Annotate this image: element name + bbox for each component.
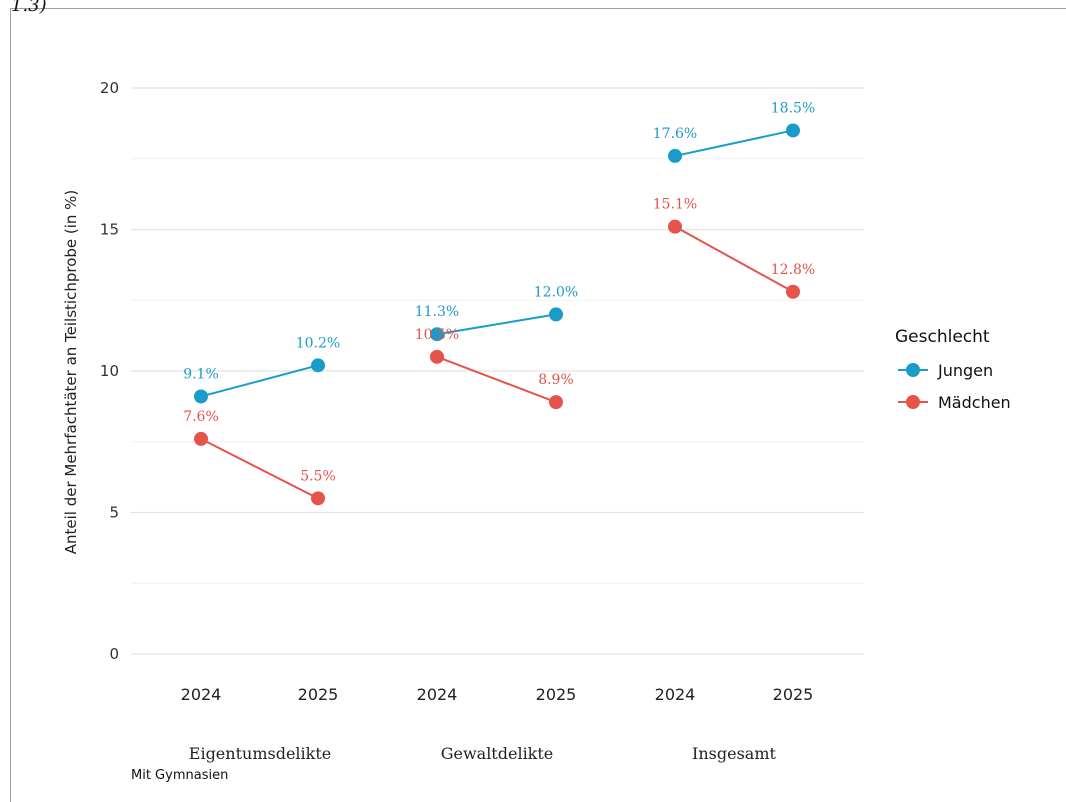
legend-marker-jungen — [906, 363, 920, 377]
y-tick-label: 0 — [109, 645, 119, 663]
series-line-maedchen — [436, 355, 557, 404]
x-tick-label: 2024 — [181, 685, 222, 704]
data-point-maedchen — [786, 284, 800, 299]
data-point-maedchen — [194, 431, 208, 446]
data-point-maedchen — [549, 395, 563, 410]
data-point-maedchen — [668, 219, 682, 234]
data-label-maedchen: 12.8% — [771, 262, 815, 278]
y-tick-label: 15 — [100, 221, 119, 239]
data-label-maedchen: 15.1% — [653, 197, 697, 213]
data-label-jungen: 11.3% — [415, 304, 459, 320]
corner-text: 1.3) — [11, 0, 47, 16]
legend-item-maedchen: Mädchen — [938, 393, 1011, 412]
data-point-maedchen — [311, 491, 325, 506]
legend-title: Geschlecht — [895, 327, 990, 347]
data-label-jungen: 12.0% — [534, 284, 578, 300]
data-label-maedchen: 10.5% — [415, 327, 459, 343]
y-axis-label: Anteil der Mehrfachtäter an Teilstichpro… — [62, 190, 80, 555]
data-label-jungen: 9.1% — [183, 366, 219, 382]
data-point-jungen — [549, 307, 563, 322]
data-point-jungen — [430, 327, 444, 342]
facet-label: Gewaltdelikte — [441, 744, 554, 763]
data-point-jungen — [786, 123, 800, 138]
x-tick-label: 2025 — [773, 685, 814, 704]
x-tick-label: 2025 — [536, 685, 577, 704]
data-point-jungen — [194, 389, 208, 404]
y-tick-label: 10 — [100, 362, 119, 380]
series-line-jungen — [674, 129, 794, 157]
x-tick-label: 2024 — [655, 685, 696, 704]
data-label-jungen: 10.2% — [296, 335, 340, 351]
series-line-jungen — [200, 364, 319, 398]
facet-label: Eigentumsdelikte — [189, 744, 331, 763]
caption: Mit Gymnasien — [131, 768, 228, 783]
data-point-maedchen — [430, 349, 444, 364]
x-tick-label: 2025 — [298, 685, 339, 704]
legend-item-jungen: Jungen — [937, 361, 993, 380]
legend-marker-maedchen — [906, 395, 920, 409]
data-label-maedchen: 8.9% — [538, 372, 574, 388]
series-line-jungen — [436, 313, 557, 336]
y-tick-label: 20 — [100, 79, 119, 97]
chart-frame: 1.3) — [10, 0, 1066, 802]
x-tick-label: 2024 — [417, 685, 458, 704]
data-label-jungen: 18.5% — [771, 100, 815, 116]
y-tick-label: 5 — [109, 504, 119, 522]
data-label-jungen: 17.6% — [653, 126, 697, 142]
data-label-maedchen: 5.5% — [300, 468, 336, 484]
data-label-maedchen: 7.6% — [183, 409, 219, 425]
series-line-maedchen — [674, 225, 794, 293]
data-point-jungen — [311, 358, 325, 373]
series-line-maedchen — [200, 438, 319, 500]
facet-label: Insgesamt — [692, 744, 776, 763]
data-point-jungen — [668, 148, 682, 163]
